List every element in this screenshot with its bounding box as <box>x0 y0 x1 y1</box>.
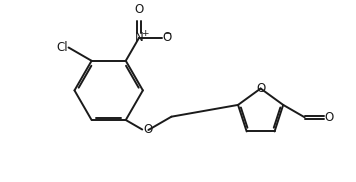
Text: N: N <box>135 31 143 44</box>
Text: Cl: Cl <box>56 41 68 54</box>
Text: O: O <box>135 3 144 16</box>
Text: O: O <box>256 82 265 94</box>
Text: O: O <box>324 111 333 124</box>
Text: +: + <box>141 29 148 38</box>
Text: −: − <box>164 29 172 39</box>
Text: O: O <box>143 123 152 136</box>
Text: O: O <box>162 31 172 44</box>
